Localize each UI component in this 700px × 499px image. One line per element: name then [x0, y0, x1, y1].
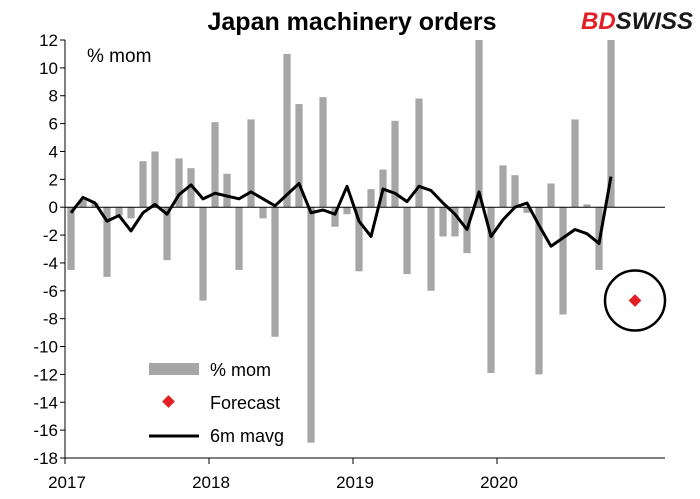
y-tick-label: 0	[49, 198, 58, 217]
legend-swatch-forecast	[162, 395, 175, 408]
bar	[199, 207, 207, 301]
brand-logo-part2: SWISS	[616, 8, 693, 35]
bar	[271, 207, 279, 337]
y-tick-label: -12	[33, 365, 58, 384]
bar	[187, 168, 195, 208]
bar	[559, 207, 567, 315]
bar	[235, 207, 243, 270]
x-axis-ticks: 2017 2018 2019 2020	[48, 458, 518, 492]
bar	[163, 207, 171, 261]
bar	[247, 119, 255, 208]
y-tick-label: 6	[49, 115, 58, 134]
legend-swatch-bars	[149, 363, 199, 375]
forecast-circle	[603, 269, 667, 332]
unit-label: % mom	[87, 46, 151, 67]
bar	[343, 207, 351, 215]
bar	[319, 97, 327, 208]
y-tick-label: -2	[43, 226, 58, 245]
brand-logo: BDSWISS	[581, 8, 693, 35]
x-tick-label: 2020	[480, 473, 518, 492]
bar	[355, 207, 363, 272]
legend: % mom Forecast 6m mavg	[149, 360, 284, 446]
brand-logo-part1: BD	[581, 8, 616, 35]
bar	[535, 207, 543, 375]
bar	[427, 207, 435, 291]
bar	[403, 207, 411, 275]
bar	[511, 175, 519, 208]
y-axis-ticks: 12 10 8 6 4 2 0 -2 -4 -6 -8 -10 -12 -14 -16 -18	[33, 31, 65, 468]
bar	[115, 207, 123, 216]
bar	[103, 207, 111, 277]
y-tick-label: -18	[33, 449, 58, 468]
bar	[139, 161, 147, 208]
bar	[583, 204, 591, 208]
y-tick-label: -10	[33, 338, 58, 357]
bar	[607, 40, 615, 208]
bar	[439, 207, 447, 237]
y-tick-label: 4	[49, 142, 58, 161]
y-tick-label: -16	[33, 421, 58, 440]
y-tick-label: -14	[33, 393, 58, 412]
mavg-line	[69, 176, 613, 248]
bar	[223, 173, 231, 208]
bar	[295, 104, 303, 208]
bar	[67, 207, 75, 270]
legend-label-forecast: Forecast	[210, 393, 280, 413]
bar-series	[67, 40, 615, 443]
bar	[331, 207, 339, 227]
bar	[571, 119, 579, 208]
bar	[367, 189, 375, 208]
bar	[307, 207, 315, 443]
y-tick-label: 10	[39, 59, 58, 78]
svg-text:BDSWISS: BDSWISS	[581, 8, 693, 35]
bar	[175, 158, 183, 208]
bar	[415, 98, 423, 208]
forecast-point	[628, 294, 642, 307]
bar	[391, 120, 399, 208]
y-tick-label: -8	[43, 310, 58, 329]
bar	[259, 207, 267, 219]
y-tick-label: 2	[49, 170, 58, 189]
bar	[211, 122, 219, 208]
y-tick-label: 8	[49, 87, 58, 106]
legend-label-bars: % mom	[210, 360, 271, 380]
forecast-group	[603, 269, 667, 332]
x-tick-label: 2017	[48, 473, 86, 492]
bar	[487, 207, 495, 374]
chart-title: Japan machinery orders	[207, 8, 496, 36]
y-tick-label: -6	[43, 282, 58, 301]
x-tick-label: 2019	[336, 473, 374, 492]
x-tick-label: 2018	[192, 473, 230, 492]
bar	[523, 207, 531, 213]
bar	[127, 207, 135, 219]
bar	[151, 151, 159, 208]
bar	[451, 207, 459, 237]
bar	[283, 53, 291, 208]
legend-label-line: 6m mavg	[210, 426, 284, 446]
bar	[79, 200, 87, 208]
y-tick-label: -4	[43, 254, 58, 273]
bar	[499, 165, 507, 208]
bar	[475, 40, 483, 208]
y-tick-label: 12	[39, 31, 58, 50]
axes	[64, 40, 665, 459]
bar	[547, 183, 555, 208]
